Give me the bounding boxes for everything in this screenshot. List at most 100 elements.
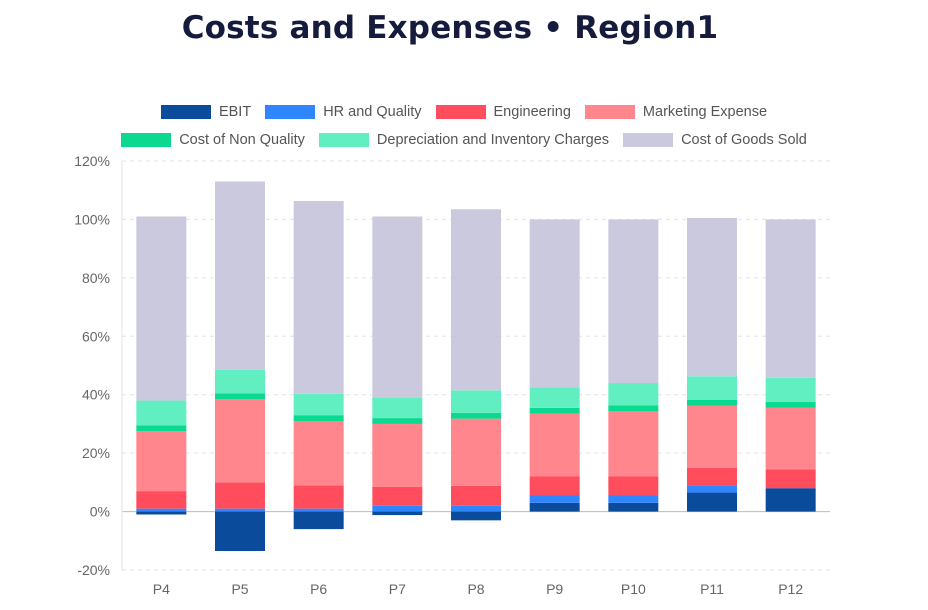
bar-segment (608, 383, 659, 406)
bar-segment (529, 407, 580, 414)
bar-segment (687, 467, 737, 486)
bar-segment (529, 476, 580, 496)
bar-segment (765, 402, 816, 408)
bar-segment (529, 502, 580, 512)
bar-segment (293, 393, 344, 416)
bar-segment (529, 219, 580, 388)
bar-segment (136, 216, 187, 401)
bar-segment (608, 411, 659, 477)
bar-segment (687, 492, 737, 512)
bar-segment (687, 376, 737, 400)
bar-segment (215, 369, 265, 394)
bar-segment (451, 418, 501, 486)
bar-segment (215, 482, 265, 509)
legend-label: Cost of Non Quality (179, 132, 305, 148)
bar-segment (687, 217, 737, 377)
y-tick-label: 60% (82, 328, 110, 344)
x-tick-label: P11 (700, 581, 724, 597)
x-tick-label: P8 (467, 581, 484, 597)
bar-segment (765, 488, 816, 512)
legend-label: Engineering (493, 104, 571, 120)
bar-segment (136, 431, 187, 492)
bar-segment (215, 399, 265, 483)
y-tick-label: 80% (82, 270, 110, 286)
x-tick-label: P7 (389, 581, 406, 597)
bar-segment (451, 412, 501, 419)
legend-label: EBIT (218, 104, 252, 120)
bar-segment (451, 209, 501, 391)
legend-item[interactable]: HR and Quality (265, 104, 422, 120)
bar-segment (372, 505, 423, 512)
legend-row-2: Cost of Non Quality Depreciation and Inve… (0, 132, 928, 148)
legend-swatch (584, 105, 635, 119)
legend-item[interactable]: Cost of Non Quality (121, 132, 305, 148)
legend-swatch (623, 133, 674, 147)
bar-segment (215, 511, 265, 552)
x-tick-label: P5 (231, 581, 248, 597)
y-tick-label: 100% (74, 211, 110, 227)
bar-segment (608, 219, 659, 384)
x-tick-label: P10 (621, 581, 646, 597)
bar-segment (608, 495, 659, 503)
bar-segment (293, 421, 344, 486)
y-tick-label: 40% (82, 387, 110, 403)
legend-item[interactable]: EBIT (160, 104, 252, 120)
legend-swatch (121, 133, 172, 147)
bar-segment (608, 502, 659, 512)
bar-segment (136, 400, 187, 426)
y-tick-label: -20% (77, 562, 110, 578)
legend-row-1: EBIT HR and Quality Engineering Marketing E… (0, 104, 928, 120)
bar-segment (372, 397, 423, 419)
bar-segment (215, 508, 265, 512)
bar-segment (136, 491, 187, 509)
bar-segment (608, 476, 659, 496)
legend-swatch (435, 105, 486, 119)
bar-segment (293, 201, 344, 394)
y-tick-label: 120% (74, 153, 110, 169)
bar-segment (372, 418, 423, 424)
bar-segment (451, 511, 501, 521)
bar-segment (765, 469, 816, 489)
legend-item[interactable]: Cost of Goods Sold (623, 132, 807, 148)
legend-label: Depreciation and Inventory Charges (376, 132, 610, 148)
y-tick-label: 20% (82, 445, 110, 461)
x-tick-label: P6 (310, 581, 327, 597)
y-tick-label: 0% (90, 504, 110, 520)
bar-segment (687, 399, 737, 406)
bar-segment (215, 181, 265, 370)
bar-segment (215, 393, 265, 400)
bar-segment (372, 511, 423, 516)
bar-segment (372, 486, 423, 506)
bar-segment (529, 495, 580, 503)
bar-segment (451, 505, 501, 512)
x-tick-label: P9 (546, 581, 563, 597)
bar-segment (687, 485, 737, 493)
legend-label: HR and Quality (323, 104, 422, 120)
legend-swatch (160, 105, 211, 119)
legend-label: Marketing Expense (642, 104, 768, 120)
legend-item[interactable]: Marketing Expense (584, 104, 768, 120)
bar-segment (136, 511, 187, 515)
bar-segment (293, 508, 344, 512)
legend-label: Cost of Goods Sold (681, 132, 807, 148)
bar-segment (529, 387, 580, 408)
chart-title: Costs and Expenses • Region1 (181, 10, 719, 46)
bar-segment (372, 216, 423, 398)
bar-segment (765, 219, 816, 378)
bar-segment (608, 405, 659, 412)
legend-item[interactable]: Engineering (435, 104, 571, 120)
x-tick-label: P12 (778, 581, 803, 597)
legend-swatch (318, 133, 369, 147)
bar-segment (765, 407, 816, 470)
legend-swatch (265, 105, 316, 119)
bar-segment (136, 425, 187, 432)
bar-segment (293, 415, 344, 422)
bar-segment (136, 508, 187, 512)
x-tick-label: P4 (153, 581, 170, 597)
bar-segment (372, 423, 423, 487)
bar-segment (687, 405, 737, 468)
legend-item[interactable]: Depreciation and Inventory Charges (318, 132, 610, 148)
bar-segment (451, 390, 501, 413)
bar-segment (529, 413, 580, 477)
